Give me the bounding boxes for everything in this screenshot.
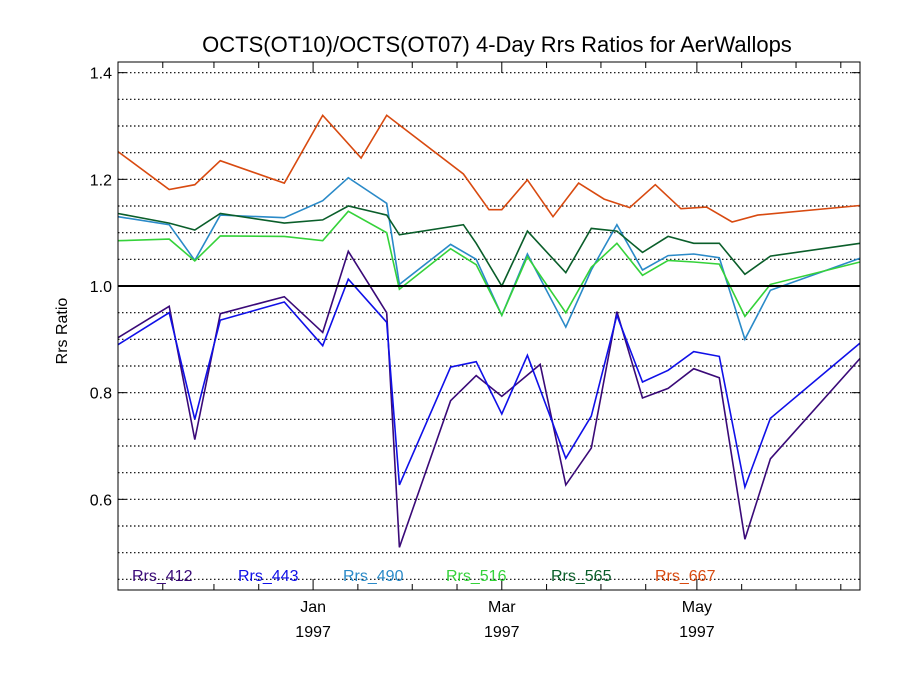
legend-entry: Rrs_667 xyxy=(655,568,716,585)
legend-entry: Rrs_443 xyxy=(238,568,299,585)
series-line xyxy=(117,249,861,548)
x-tick-label: 1997 xyxy=(484,624,520,641)
y-axis-label: Rrs Ratio xyxy=(54,298,71,365)
chart-title: OCTS(OT10)/OCTS(OT07) 4-Day Rrs Ratios f… xyxy=(202,32,792,57)
x-tick-label: Mar xyxy=(488,599,516,616)
x-tick-label: 1997 xyxy=(295,624,331,641)
legend-entry: Rrs_412 xyxy=(132,568,193,585)
legend-entry: Rrs_490 xyxy=(343,568,404,585)
plot-frame xyxy=(117,61,861,591)
series-line xyxy=(117,277,861,491)
axes: 0.6 0.8 1.0 1.2 1.4 Jan 1997 Mar 1997 May 1997 xyxy=(90,61,861,641)
x-tick-label: May xyxy=(682,599,712,616)
y-tick-label: 0.6 xyxy=(90,492,112,509)
y-tick-label: 1.2 xyxy=(90,172,112,189)
y-tick-label: 1.4 xyxy=(90,66,112,83)
legend-entry: Rrs_565 xyxy=(551,568,612,585)
series-line xyxy=(117,176,861,342)
legend: Rrs_412 Rrs_443 Rrs_490 Rrs_516 Rrs_565 Rrs_6… xyxy=(132,568,716,585)
legend-entry: Rrs_516 xyxy=(446,568,507,585)
grid-lines xyxy=(118,72,860,580)
series-line xyxy=(117,113,861,223)
x-tick-label: Jan xyxy=(300,599,326,616)
y-tick-label: 1.0 xyxy=(90,279,112,296)
series-line xyxy=(117,210,861,318)
series-lines xyxy=(117,113,861,548)
x-tick-label: 1997 xyxy=(679,624,715,641)
y-tick-label: 0.8 xyxy=(90,386,112,403)
